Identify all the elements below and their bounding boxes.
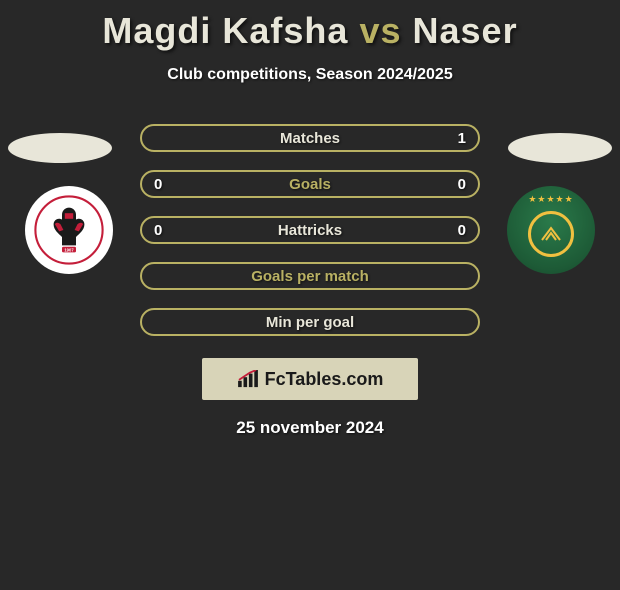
player1-name: Magdi Kafsha [102,10,348,51]
stat-label: Goals [289,176,331,193]
stat-right-value: 1 [446,130,466,147]
stat-left-value: 0 [154,176,174,193]
source-attribution: FcTables.com [202,358,418,400]
stat-left-value: 0 [154,222,174,239]
stat-label: Min per goal [266,314,354,331]
player1-country-disc [8,133,112,163]
svg-text:1907: 1907 [64,248,74,253]
source-text: FcTables.com [265,369,384,390]
stat-right-value: 0 [446,176,466,193]
stat-row-hattricks: 0 Hattricks 0 [140,216,480,244]
al-ahly-badge: 1907 [25,186,113,274]
stat-row-goals-per-match: Goals per match [140,262,480,290]
stat-right-value: 0 [446,222,466,239]
stat-label: Hattricks [278,222,342,239]
player2-country-disc [508,133,612,163]
stat-row-min-per-goal: Min per goal [140,308,480,336]
page-title: Magdi Kafsha vs Naser [0,10,620,52]
infographic-date: 25 november 2024 [0,418,620,438]
chart-bars-icon [237,370,259,388]
stat-label: Goals per match [251,268,369,285]
club-crest-right-icon [528,211,574,257]
subtitle: Club competitions, Season 2024/2025 [0,66,620,84]
stat-label: Matches [280,130,340,147]
club-crest-left-icon: 1907 [34,195,104,265]
stat-row-matches: Matches 1 [140,124,480,152]
player2-name: Naser [413,10,518,51]
stat-row-goals: 0 Goals 0 [140,170,480,198]
vs-text: vs [359,10,401,51]
al-ittihad-alexandria-badge [507,186,595,274]
